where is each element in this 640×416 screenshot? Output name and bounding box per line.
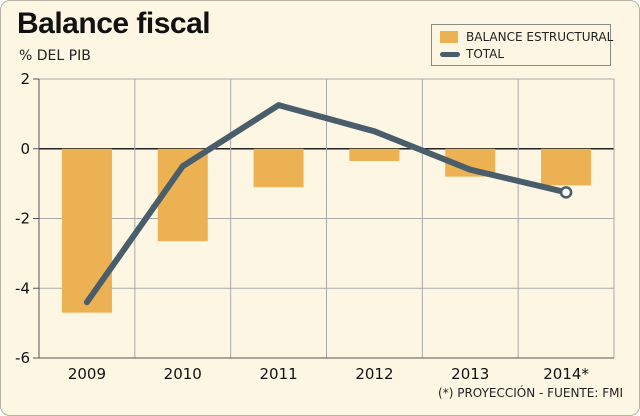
x-tick-label: 2011	[259, 365, 297, 383]
y-tick-label: -4	[15, 279, 30, 297]
bar-balance-estructural	[349, 148, 400, 161]
chart-title: Balance fiscal	[17, 7, 211, 40]
x-tick-label: 2010	[164, 365, 202, 383]
bar-balance-estructural	[253, 148, 304, 188]
legend-label-total: TOTAL	[466, 47, 505, 61]
y-tick-label: 2	[20, 70, 30, 88]
y-tick-label: -2	[15, 210, 30, 228]
line-total-end-marker	[559, 186, 573, 199]
x-tick-label: 2012	[355, 365, 393, 383]
legend-bar-swatch	[440, 31, 458, 43]
bar-balance-estructural	[541, 148, 592, 186]
x-tick-label: 2014*	[543, 365, 589, 383]
x-tick-label: 2009	[68, 365, 106, 383]
legend: BALANCE ESTRUCTURAL TOTAL	[431, 24, 614, 66]
line-total	[83, 102, 570, 306]
y-tick-label: 0	[20, 140, 30, 158]
legend-label-estructural: BALANCE ESTRUCTURAL	[466, 30, 614, 44]
y-axis-unit-label: % DEL PIB	[19, 48, 91, 64]
y-tick-label: -6	[15, 349, 30, 367]
legend-line-swatch	[440, 52, 460, 57]
bar-balance-estructural	[61, 148, 112, 313]
footnote-source: (*) PROYECCIÓN - FUENTE: FMI	[438, 386, 623, 400]
x-tick-label: 2013	[451, 365, 489, 383]
